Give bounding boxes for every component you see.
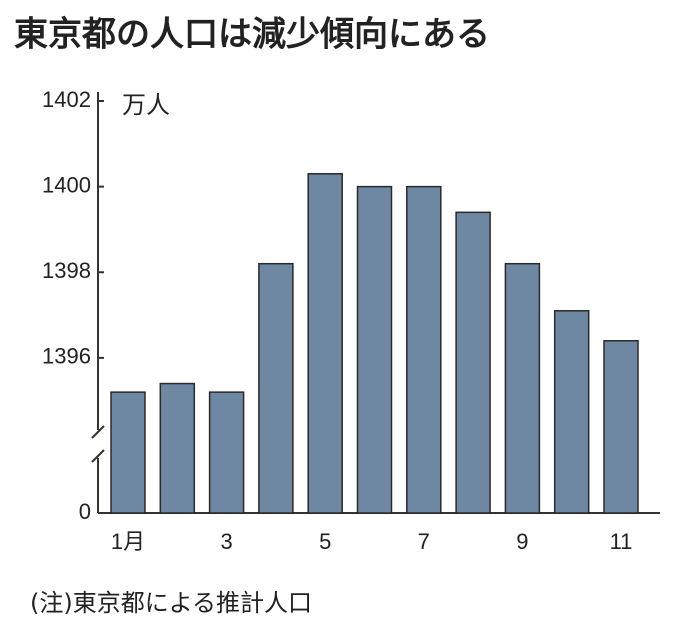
bar	[208, 391, 245, 514]
bar	[553, 310, 590, 514]
x-tick-label: 3	[220, 529, 232, 554]
x-tick-label: 5	[319, 529, 331, 554]
y-tick-label: 1396	[42, 344, 91, 369]
y-tick-label: 1398	[42, 258, 91, 283]
bar	[159, 382, 196, 514]
x-tick-label: 11	[610, 529, 633, 554]
x-tick-label: 9	[516, 529, 528, 554]
bar	[307, 173, 343, 514]
bar	[504, 262, 541, 514]
axis-break	[91, 449, 105, 463]
axis-break	[91, 425, 105, 439]
y-tick-label: 1400	[42, 172, 91, 197]
y-tick-label: 0	[79, 499, 91, 524]
bar	[406, 185, 442, 514]
x-tick-label: 7	[418, 529, 430, 554]
bar	[603, 340, 639, 514]
note: (注)東京都による推計人口	[30, 589, 312, 617]
bar	[258, 262, 294, 514]
chart-title: 東京都の人口は減少傾向にある	[14, 15, 490, 55]
bar	[356, 185, 393, 514]
bar	[110, 391, 146, 514]
y-tick-label: 1402	[42, 87, 91, 112]
bar	[455, 211, 491, 514]
y-unit: 万人	[122, 91, 170, 119]
x-tick-label: 1月	[111, 529, 145, 554]
